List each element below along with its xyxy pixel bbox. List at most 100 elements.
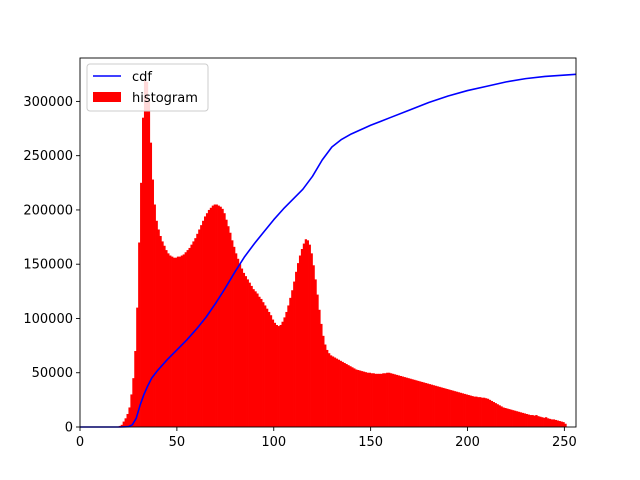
histogram-bar bbox=[541, 417, 544, 427]
histogram-bar bbox=[132, 378, 135, 427]
histogram-bar bbox=[215, 204, 218, 427]
histogram-bar bbox=[221, 208, 224, 427]
histogram-bar bbox=[207, 209, 211, 427]
histogram-bar bbox=[453, 391, 457, 427]
histogram-bar bbox=[209, 207, 213, 427]
y-tick-label: 0 bbox=[65, 421, 73, 436]
histogram-bar bbox=[297, 263, 300, 427]
histogram-bar bbox=[298, 255, 302, 427]
histogram-bar bbox=[134, 351, 137, 427]
histogram-bar bbox=[514, 410, 517, 427]
histogram-bar bbox=[428, 384, 432, 427]
legend: cdf histogram bbox=[86, 63, 209, 112]
histogram-bar bbox=[302, 243, 306, 427]
histogram-bar bbox=[287, 305, 290, 427]
histogram-bar bbox=[140, 182, 143, 427]
histogram-bar bbox=[395, 374, 399, 427]
legend-histogram-swatch bbox=[93, 92, 121, 102]
histogram-bar bbox=[343, 362, 346, 427]
histogram-bar bbox=[293, 281, 296, 427]
y-tick-label: 250000 bbox=[23, 149, 73, 164]
histogram-bar bbox=[240, 268, 244, 427]
histogram-bar bbox=[535, 415, 538, 427]
histogram-bar bbox=[275, 324, 278, 427]
histogram-bar bbox=[169, 255, 172, 427]
histogram-bar bbox=[380, 373, 383, 427]
y-axis-ticks: 0 50000 100000 150000 200000 250000 300000 bbox=[23, 95, 80, 436]
histogram-bar bbox=[477, 397, 480, 427]
histogram-bar bbox=[426, 383, 430, 427]
histogram-bar bbox=[291, 290, 294, 427]
histogram-bar bbox=[479, 397, 482, 427]
histogram-bar bbox=[312, 265, 315, 427]
histogram-bar bbox=[492, 402, 495, 427]
histogram-bar bbox=[545, 417, 548, 427]
histogram-bar bbox=[258, 296, 261, 427]
histogram-bar bbox=[446, 389, 449, 427]
histogram-bar bbox=[537, 416, 540, 427]
histogram-bar bbox=[508, 409, 511, 427]
histogram-bar bbox=[502, 407, 505, 427]
histogram-bar bbox=[345, 364, 348, 427]
histogram-bar bbox=[225, 219, 228, 427]
histogram-bar bbox=[328, 353, 331, 427]
histogram-bar bbox=[202, 220, 205, 427]
histogram-bar bbox=[494, 403, 497, 427]
histogram-bar bbox=[161, 241, 164, 427]
histogram-bar bbox=[525, 413, 528, 427]
histogram-bar bbox=[405, 377, 408, 427]
y-tick-label: 300000 bbox=[23, 95, 73, 110]
y-tick-label: 100000 bbox=[23, 312, 73, 327]
histogram-bar bbox=[355, 369, 358, 427]
histogram-bar bbox=[337, 359, 340, 427]
histogram-bar bbox=[486, 398, 490, 427]
histogram-bar bbox=[519, 412, 523, 427]
histogram-bar bbox=[529, 415, 532, 427]
histogram-bar bbox=[304, 239, 308, 427]
histogram-bar bbox=[211, 205, 215, 427]
histogram-bar bbox=[271, 319, 275, 427]
histogram-bar bbox=[136, 307, 139, 427]
histogram-bar bbox=[531, 415, 534, 427]
histogram-bar bbox=[238, 264, 242, 427]
histogram-bar bbox=[415, 380, 418, 427]
histogram-bar bbox=[194, 238, 197, 427]
histogram-bar bbox=[504, 408, 507, 427]
histogram-bar bbox=[159, 235, 162, 427]
histogram-bar bbox=[362, 371, 366, 427]
histogram-bar bbox=[378, 373, 381, 427]
histogram-bar bbox=[163, 245, 166, 427]
histogram-bar bbox=[370, 373, 373, 427]
histogram-bar bbox=[308, 244, 311, 427]
histogram-bar bbox=[178, 256, 182, 427]
histogram-bar bbox=[122, 421, 125, 427]
histogram-bar bbox=[349, 366, 352, 427]
histogram-bar bbox=[498, 405, 501, 427]
histogram-bar bbox=[318, 309, 321, 427]
histogram-bar bbox=[500, 406, 503, 427]
histogram-bar bbox=[254, 291, 257, 427]
histogram-bar bbox=[496, 404, 499, 427]
histogram-bar bbox=[295, 271, 298, 427]
histogram-bar bbox=[184, 252, 187, 427]
histogram-bar bbox=[289, 297, 292, 427]
histogram-bar bbox=[407, 378, 410, 427]
histogram-bar bbox=[417, 380, 420, 428]
histogram-bar bbox=[351, 367, 354, 427]
histogram-bar bbox=[556, 420, 559, 427]
histogram-bar bbox=[320, 323, 323, 427]
histogram-bar bbox=[126, 413, 129, 427]
histogram-bar bbox=[512, 410, 515, 427]
plot-frame bbox=[79, 57, 577, 428]
histogram-bar bbox=[409, 378, 412, 427]
histogram-bar bbox=[300, 249, 304, 427]
histogram-bar bbox=[463, 393, 466, 427]
histogram-bar bbox=[360, 371, 364, 427]
histogram-bar bbox=[231, 240, 234, 427]
histogram-bar bbox=[364, 372, 368, 427]
legend-histogram-label: histogram bbox=[132, 91, 198, 106]
histogram-bar bbox=[515, 411, 519, 427]
y-tick-label: 150000 bbox=[23, 258, 73, 273]
x-tick-label: 250 bbox=[552, 435, 577, 450]
